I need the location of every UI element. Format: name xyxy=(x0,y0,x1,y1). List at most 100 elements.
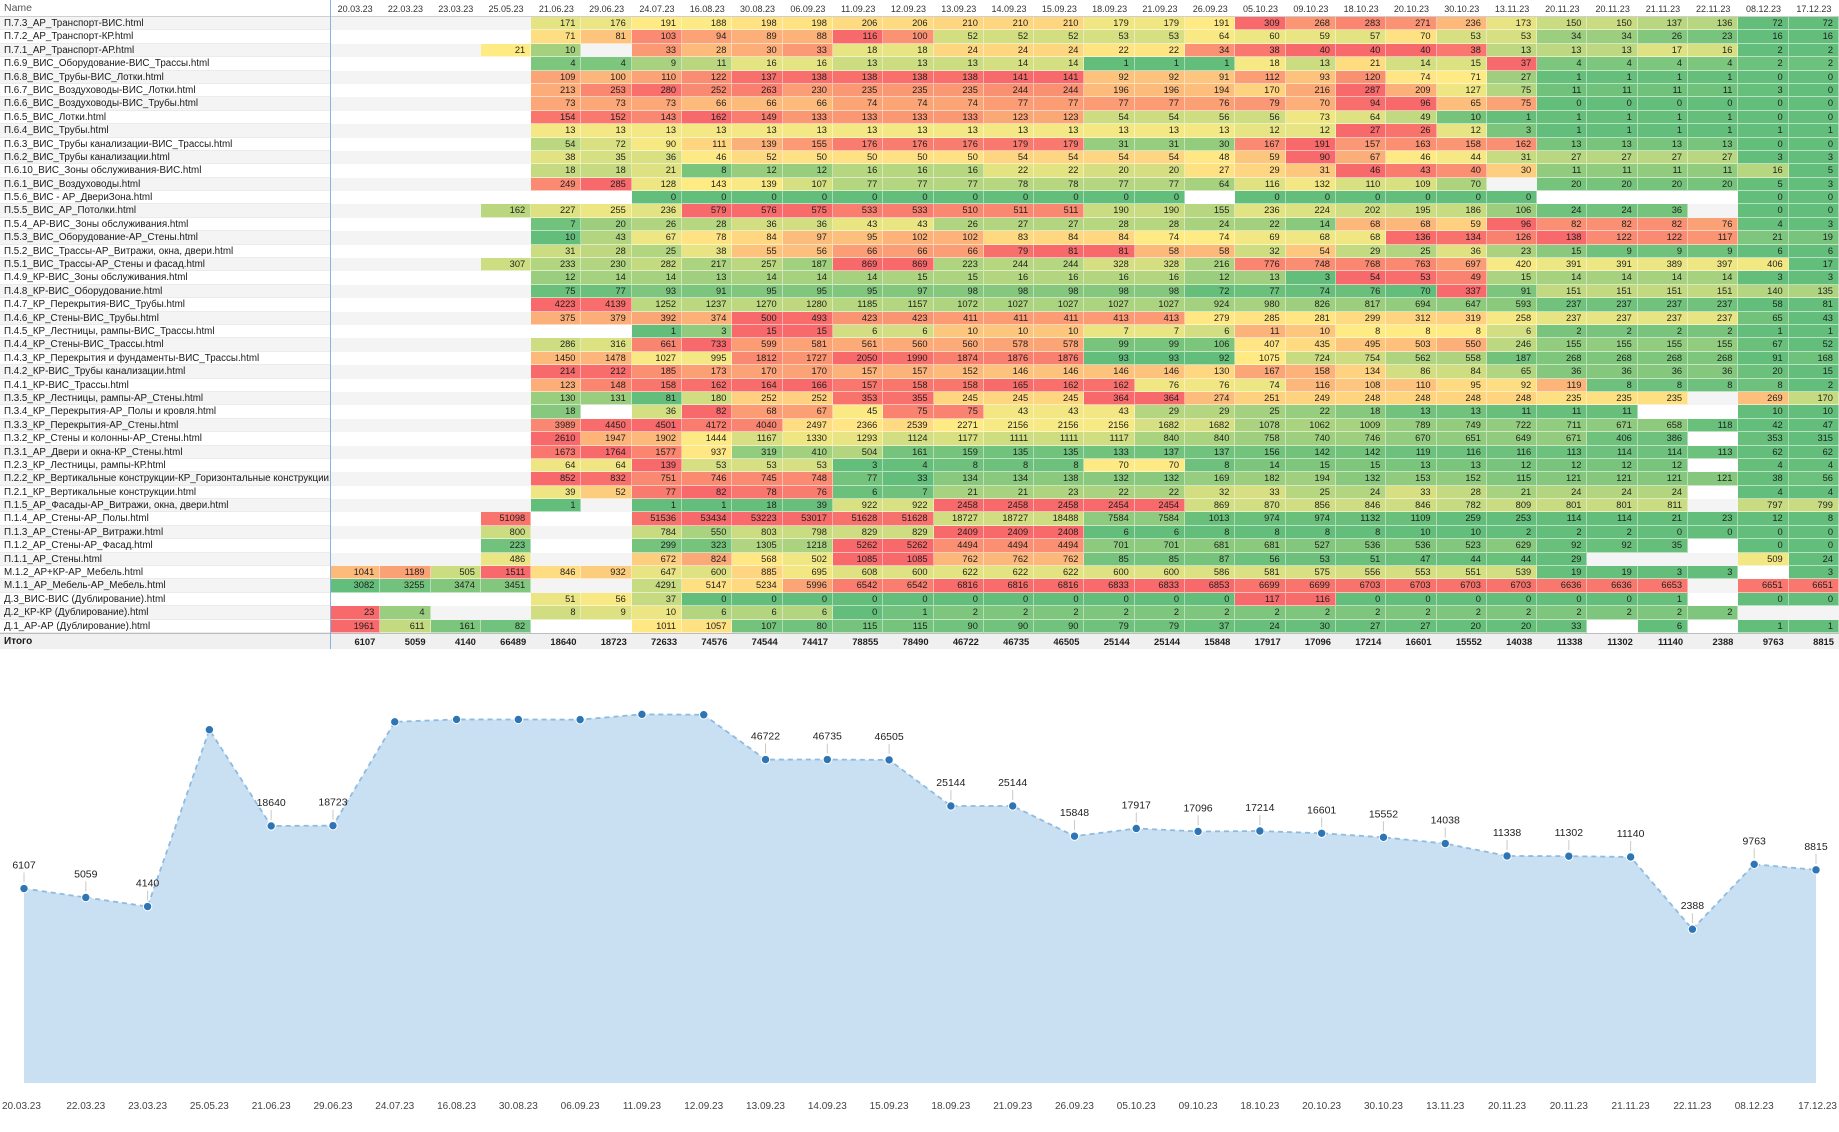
heat-cell[interactable]: 170 xyxy=(732,365,783,379)
heat-cell[interactable]: 511 xyxy=(1034,204,1085,218)
heat-cell[interactable] xyxy=(431,245,481,258)
heat-cell[interactable]: 100 xyxy=(581,70,632,84)
heat-cell[interactable]: 14 xyxy=(1386,57,1437,71)
heat-cell[interactable] xyxy=(330,486,380,499)
heat-cell[interactable]: 77 xyxy=(832,472,884,486)
heat-cell[interactable]: 186 xyxy=(1436,204,1487,218)
column-header-date[interactable]: 20.10.23 xyxy=(1393,4,1429,14)
heat-cell[interactable]: 210 xyxy=(1034,17,1085,31)
heat-cell[interactable]: 12 xyxy=(1185,271,1236,285)
heat-cell[interactable] xyxy=(481,338,531,351)
heat-cell[interactable]: 811 xyxy=(1637,499,1689,513)
heat-cell[interactable] xyxy=(431,526,481,539)
heat-cell[interactable]: 30 xyxy=(1486,164,1538,178)
heat-cell[interactable]: 0 xyxy=(1738,525,1789,540)
heat-cell[interactable]: 6653 xyxy=(1637,579,1689,593)
heat-cell[interactable]: 0 xyxy=(1788,539,1839,553)
heat-cell[interactable]: 622 xyxy=(933,566,984,580)
heat-cell[interactable]: 116 xyxy=(1436,445,1487,459)
heat-cell[interactable]: 6703 xyxy=(1486,579,1538,593)
heat-cell[interactable]: 0 xyxy=(1537,97,1588,111)
heat-cell[interactable]: 53 xyxy=(1386,271,1437,285)
heat-cell[interactable]: 15 xyxy=(1436,57,1487,71)
column-header-date[interactable]: 30.10.23 xyxy=(1444,4,1480,14)
heat-cell[interactable]: 27 xyxy=(1386,619,1437,633)
heat-cell[interactable]: 661 xyxy=(631,338,683,352)
heat-cell[interactable]: 746 xyxy=(1335,432,1387,446)
heat-cell[interactable]: 6651 xyxy=(1788,579,1839,593)
row-name[interactable]: П.1.2_АР_Стены-АР_Фасад.html xyxy=(0,539,330,553)
heat-cell[interactable]: 21 xyxy=(631,164,683,178)
heat-cell[interactable]: 826 xyxy=(1285,298,1336,312)
heat-cell[interactable]: 53 xyxy=(1134,30,1186,44)
heat-cell[interactable]: 2366 xyxy=(832,418,884,433)
heat-cell[interactable]: 142 xyxy=(1285,445,1336,459)
heat-cell[interactable]: 20 xyxy=(1084,164,1135,178)
heat-cell[interactable]: 11 xyxy=(1688,83,1739,98)
heat-cell[interactable]: 136 xyxy=(1688,17,1739,31)
heat-cell[interactable]: 43 xyxy=(1788,311,1839,325)
heat-cell[interactable]: 99 xyxy=(1084,338,1135,352)
heat-cell[interactable]: 77 xyxy=(983,97,1035,111)
heat-cell[interactable]: 64 xyxy=(1335,110,1387,125)
heat-cell[interactable] xyxy=(431,379,481,392)
heat-cell[interactable]: 21 xyxy=(480,43,532,58)
heat-cell[interactable]: 54 xyxy=(1134,110,1186,125)
row-name[interactable]: П.1.3_АР_Стены-АР_Витражи.html xyxy=(0,526,330,540)
heat-cell[interactable]: 0 xyxy=(1185,592,1236,607)
heat-cell[interactable]: 7 xyxy=(1084,324,1135,339)
heat-cell[interactable]: 413 xyxy=(1134,311,1186,325)
heat-cell[interactable] xyxy=(330,285,380,298)
heat-cell[interactable]: 1085 xyxy=(883,552,934,567)
heat-cell[interactable] xyxy=(1688,486,1738,499)
heat-cell[interactable]: 268 xyxy=(1537,351,1588,366)
heat-cell[interactable]: 94 xyxy=(1335,97,1387,111)
heat-cell[interactable]: 13 xyxy=(832,124,884,138)
heat-cell[interactable]: 153 xyxy=(1386,472,1437,486)
heat-cell[interactable]: 12 xyxy=(732,164,783,178)
heat-cell[interactable]: 2458 xyxy=(983,499,1035,513)
heat-cell[interactable] xyxy=(431,191,481,204)
data-point[interactable] xyxy=(1440,838,1450,849)
heat-cell[interactable] xyxy=(330,71,380,84)
row-name[interactable]: П.4.8_КР-ВИС_Оборудование.html xyxy=(0,285,330,299)
heat-cell[interactable]: 701 xyxy=(1084,539,1135,553)
heat-cell[interactable]: 560 xyxy=(933,338,984,352)
heat-cell[interactable]: 7584 xyxy=(1084,512,1135,526)
heat-cell[interactable]: 353 xyxy=(1738,432,1789,446)
heat-cell[interactable]: 560 xyxy=(883,338,934,352)
heat-cell[interactable] xyxy=(380,151,430,164)
data-point[interactable] xyxy=(884,755,894,765)
total-cell[interactable]: 78855 xyxy=(852,635,879,647)
row-name[interactable]: М.1.2_АР+КР-АР_Мебель.html xyxy=(0,566,330,580)
heat-cell[interactable]: 65 xyxy=(1486,365,1538,379)
heat-cell[interactable] xyxy=(380,553,430,566)
heat-cell[interactable]: 248 xyxy=(1436,391,1487,406)
heat-cell[interactable]: 4 xyxy=(581,57,632,71)
heat-cell[interactable]: 6 xyxy=(832,485,884,500)
heat-cell[interactable]: 128 xyxy=(631,177,683,192)
total-cell[interactable]: 4140 xyxy=(455,635,476,647)
heat-cell[interactable]: 12 xyxy=(1436,124,1487,138)
heat-cell[interactable]: 3474 xyxy=(430,579,481,593)
heat-cell[interactable]: 24 xyxy=(1537,485,1588,500)
heat-cell[interactable]: 43 xyxy=(1034,405,1085,419)
heat-cell[interactable] xyxy=(431,204,481,217)
heat-cell[interactable]: 809 xyxy=(1486,499,1538,513)
heat-cell[interactable]: 1177 xyxy=(933,432,984,446)
heat-cell[interactable] xyxy=(380,17,430,30)
heat-cell[interactable]: 6 xyxy=(1084,525,1135,540)
heat-cell[interactable]: 0 xyxy=(832,592,884,607)
heat-cell[interactable]: 53223 xyxy=(732,512,783,526)
heat-cell[interactable]: 315 xyxy=(1788,432,1839,446)
heat-cell[interactable]: 13 xyxy=(1034,124,1085,138)
heat-cell[interactable]: 6636 xyxy=(1537,579,1588,593)
heat-cell[interactable] xyxy=(330,392,380,405)
heat-cell[interactable]: 12 xyxy=(1587,458,1638,473)
heat-cell[interactable]: 66 xyxy=(832,244,884,259)
heat-cell[interactable]: 51628 xyxy=(832,512,884,526)
heat-cell[interactable]: 2497 xyxy=(782,418,833,433)
heat-cell[interactable]: 66 xyxy=(682,97,733,111)
heat-cell[interactable]: 263 xyxy=(732,83,783,98)
heat-cell[interactable] xyxy=(330,164,380,177)
